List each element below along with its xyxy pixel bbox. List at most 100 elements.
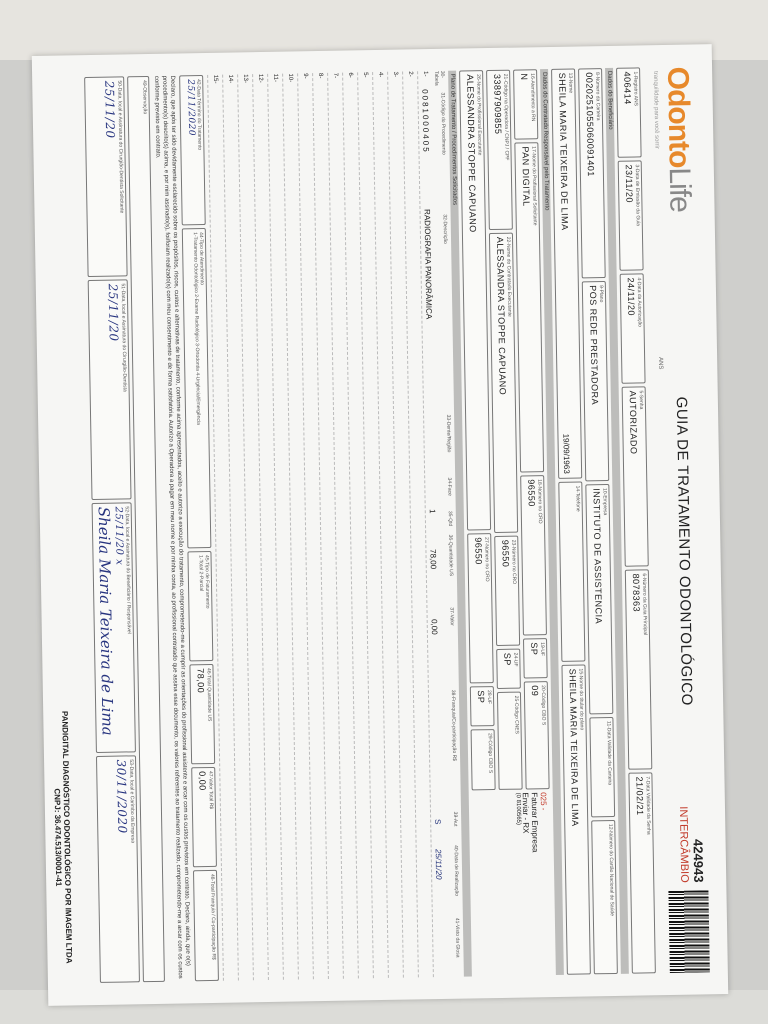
billing-note: 025 - Faturar Empresa Enviar - RX (0 810…	[469, 792, 553, 976]
procedure-value	[405, 620, 406, 700]
procedure-n: 14-	[227, 74, 234, 84]
procedure-qty	[238, 512, 239, 552]
procedure-header: 39-Aut	[452, 811, 459, 827]
field-holder: 15-Nome do titular do plano SHEILA MARIA …	[561, 664, 591, 975]
field-cro: 18-Número no CRO 96550	[520, 475, 547, 636]
field-attendance-type: 44-Tipo de Atendimento 1-Tratamento Odont…	[181, 227, 212, 549]
procedure-qty: 1	[428, 508, 438, 514]
procedure-aut	[378, 820, 379, 850]
procedure-us	[253, 552, 254, 622]
field-plan: 9-Plano POS REDE PRESTADORA	[581, 281, 610, 482]
procedure-table: 1- 0081000405 RADIOGRAFIA PANORÂMICA 1 78,00…	[207, 71, 448, 981]
procedure-date	[424, 849, 425, 919]
logo-tagline: tranquilidade para você sorrir	[652, 71, 660, 149]
procedure-qty	[328, 511, 329, 551]
birth-date: 19/09/1963	[561, 433, 572, 474]
signature-requesting-dentist: 50-Data, local e Assinatura do Cirurgião…	[84, 76, 128, 278]
procedure-header: 35-Qtd	[446, 510, 454, 527]
ans-label: ANS	[657, 357, 664, 370]
procedure-value	[285, 622, 286, 702]
procedure-code	[365, 90, 367, 210]
field-cnes: 25-Código CNES	[496, 691, 523, 790]
procedure-header: 32-Descrição	[441, 214, 449, 244]
procedure-aut	[363, 820, 364, 850]
procedure-code	[320, 91, 322, 211]
procedure-n: 3-	[392, 71, 399, 78]
procedure-franchise	[376, 700, 378, 820]
procedure-franchise	[271, 702, 273, 822]
procedure-franchise	[256, 702, 258, 822]
procedure-us	[238, 552, 239, 622]
guide-number: 424943	[690, 838, 707, 883]
procedure-qty	[253, 512, 254, 552]
procedure-value	[420, 619, 421, 699]
procedure-n: 5-	[362, 72, 369, 78]
procedure-us	[223, 553, 224, 623]
field-total-us: 46-Total Quantidade US 78,00	[189, 663, 216, 765]
field-cro-3: 27-Número no CRO 96550	[467, 533, 494, 684]
procedure-franchise	[286, 702, 288, 822]
procedure-code	[410, 89, 412, 209]
procedure-franchise	[316, 701, 318, 821]
procedure-code	[350, 90, 352, 210]
procedure-us	[328, 551, 329, 621]
procedure-us: 78,00	[428, 548, 439, 570]
procedure-date	[364, 850, 365, 920]
field-uf: 19-UF SP	[523, 638, 548, 679]
procedure-us	[298, 551, 299, 621]
field-operator-code: 21-Código na Operadora / CNPJ / CPF 33897…	[486, 69, 513, 231]
procedure-qty	[268, 512, 269, 552]
procedure-qty	[283, 512, 284, 552]
procedure-qty	[313, 511, 314, 551]
procedure-desc	[218, 213, 223, 513]
procedure-n: 1-	[422, 71, 429, 77]
procedure-date	[274, 852, 275, 922]
procedure-header: 37-Valor	[448, 607, 455, 626]
procedure-us	[343, 551, 344, 621]
procedure-value	[375, 620, 376, 700]
field-card-validity: 11-Data Validade da Carteira	[589, 716, 616, 818]
procedure-header: 36-Quantidade US	[447, 534, 454, 577]
procedure-desc	[293, 211, 298, 511]
procedure-date	[229, 853, 230, 923]
procedure-franchise	[301, 701, 303, 821]
procedure-aut	[408, 820, 409, 850]
procedure-value	[345, 621, 346, 701]
field-password-validity: 7-Data Validade da Senha 21/02/21	[628, 772, 656, 974]
dental-treatment-form: OdontoLife tranquilidade para você sorri…	[31, 44, 729, 1006]
procedure-header: 31-Código do Procedimento	[439, 92, 447, 155]
procedure-value	[390, 620, 391, 700]
procedure-desc	[383, 210, 388, 510]
procedure-n: 11-	[272, 73, 279, 83]
procedure-aut	[243, 822, 244, 852]
procedure-code	[260, 92, 262, 212]
procedure-n: 8-	[317, 72, 324, 79]
field-phone: 14-Telefone	[558, 481, 586, 662]
procedure-n: 4-	[377, 71, 384, 78]
procedure-franchise	[361, 700, 363, 820]
procedure-n: 15-	[212, 74, 219, 84]
procedure-code	[395, 90, 397, 210]
field-billing-type: 45-Tipo de Faturamento 1-Total 2-Parcial	[187, 550, 214, 662]
procedure-us	[418, 549, 419, 619]
field-company: 10-Empresa INSTITUTO DE ASSISTENCIA	[585, 483, 614, 715]
procedure-us	[388, 550, 389, 620]
guide-type: INTERCÂMBIO	[676, 806, 691, 883]
procedure-header: 34-Face	[446, 477, 453, 496]
field-cns: 12-Número do Cartão Nacional de Saúde	[591, 819, 618, 975]
procedure-value: 0,00	[430, 618, 440, 635]
procedure-aut	[288, 822, 289, 852]
procedure-aut	[333, 821, 334, 851]
procedure-header: 30-Tabela	[433, 70, 446, 86]
procedure-franchise	[346, 701, 348, 821]
procedure-us	[283, 552, 284, 622]
procedure-franchise	[421, 699, 423, 819]
procedure-value	[330, 621, 331, 701]
field-total-franchise: 48-Total Franquia / Co-participação R$	[192, 869, 219, 982]
procedure-us	[403, 550, 404, 620]
procedure-header: 38-Franquia/Co-participação R$	[449, 689, 458, 762]
procedure-date	[379, 850, 380, 920]
field-cbo: 20-Código CBO S 09	[523, 681, 550, 790]
procedure-value	[315, 621, 316, 701]
field-cro-2: 23-Número no CRO 96550	[494, 535, 521, 646]
